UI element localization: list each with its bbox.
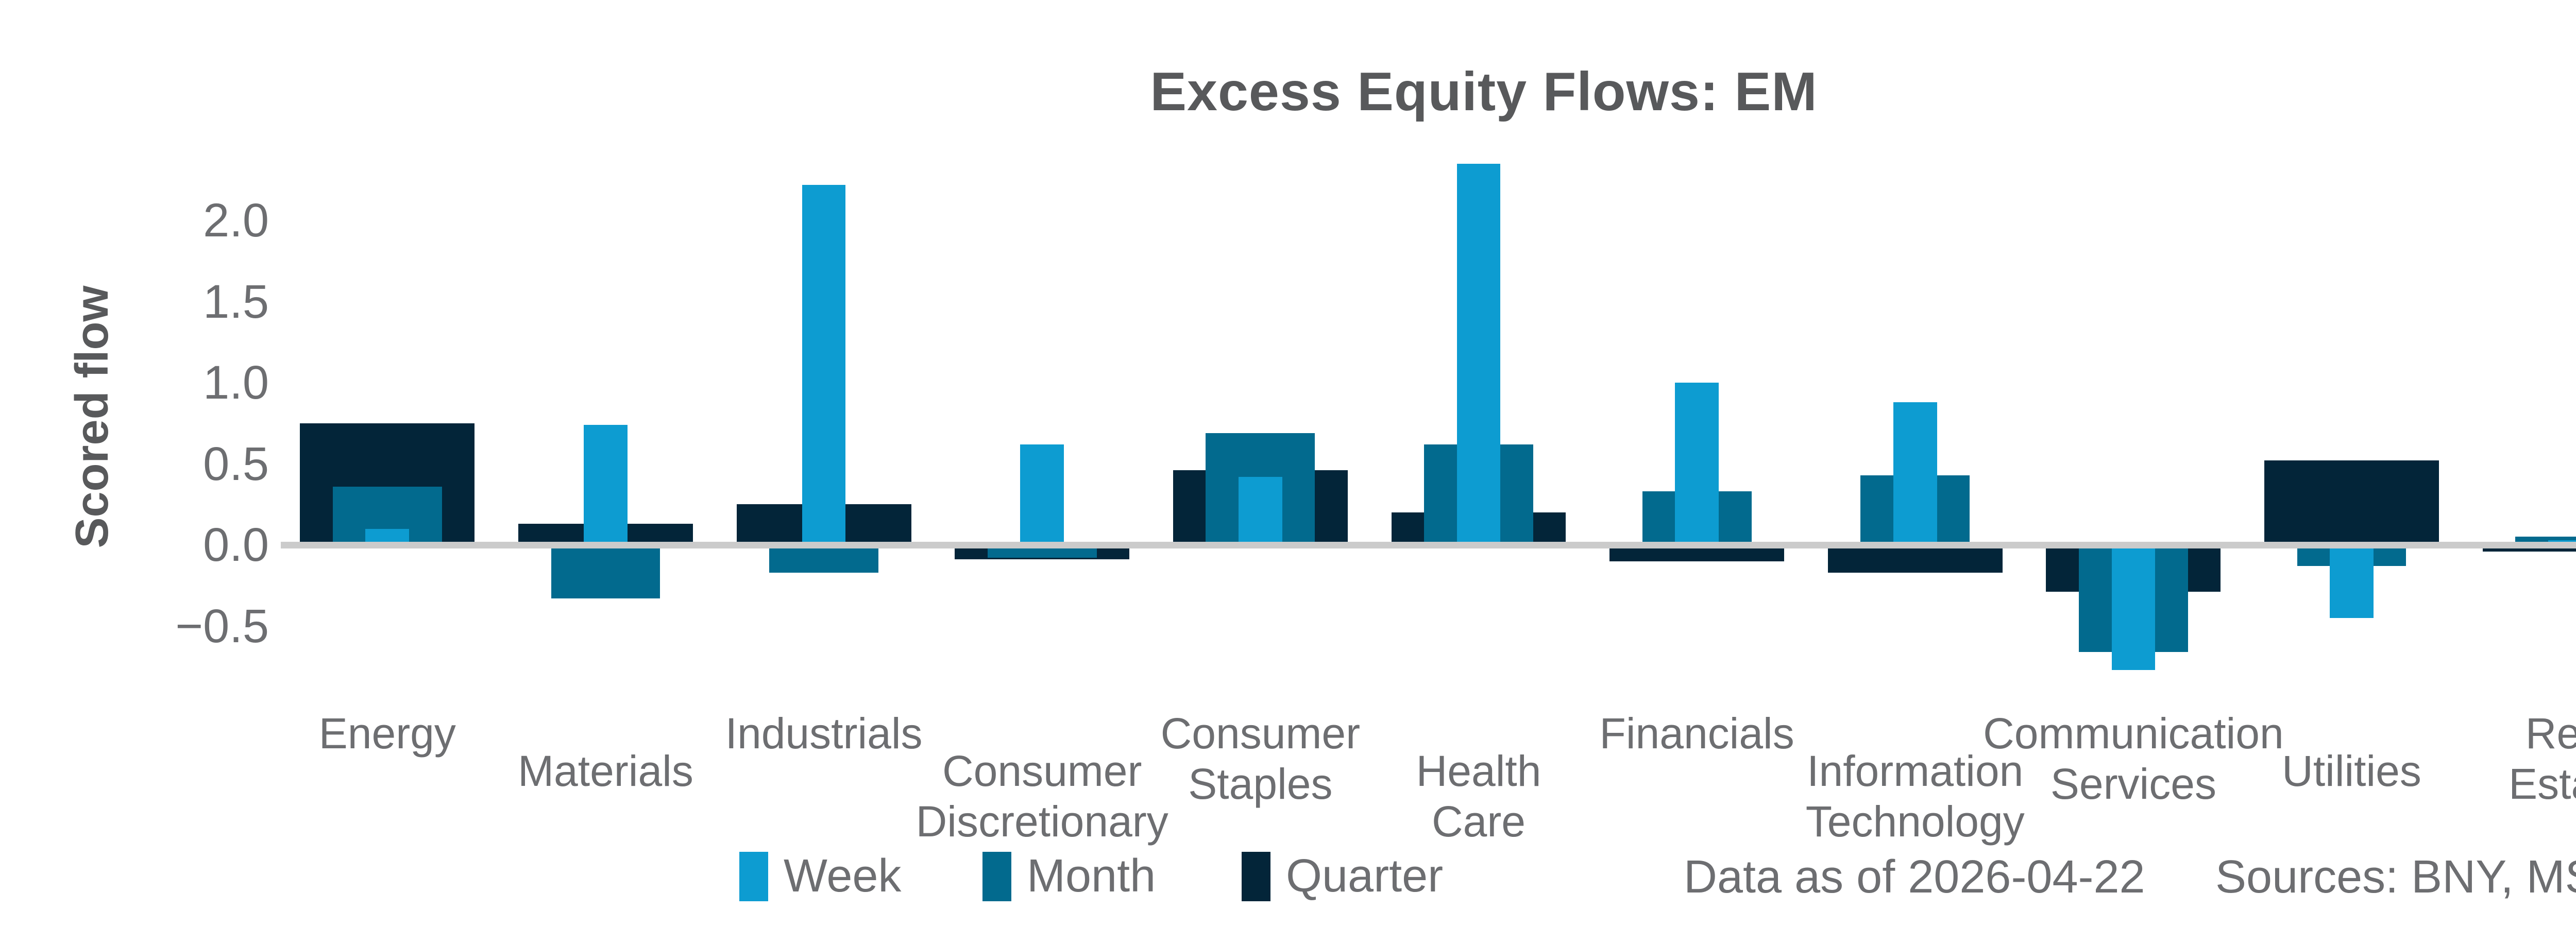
- zero-line: [281, 542, 2576, 548]
- chart-title: Excess Equity Flows: EM: [1150, 61, 1818, 122]
- legend-item-month: Month: [982, 850, 1156, 903]
- bar-month-industrials: [769, 545, 878, 573]
- bar-quarter-information-technology: [1827, 545, 2003, 573]
- bar-week-communication-services: [2111, 545, 2156, 670]
- bar-week-consumer-staples: [1239, 476, 1282, 545]
- legend-label: Quarter: [1286, 850, 1444, 902]
- legend-item-quarter: Quarter: [1242, 850, 1443, 903]
- y-tick-label: 0.5: [203, 437, 269, 490]
- legend-swatch-quarter: [1242, 851, 1270, 901]
- sources-note: Sources: BNY, MSCI: [2215, 851, 2576, 903]
- legend-label: Month: [1027, 850, 1156, 902]
- x-axis-label-consumer-staples: Consumer Staples: [1160, 709, 1361, 808]
- bar-week-health-care: [1456, 163, 1501, 545]
- bar-quarter-utilities: [2264, 460, 2439, 545]
- bar-week-consumer-discretionary: [1020, 444, 1064, 545]
- x-axis-label-utilities: Utilities: [2282, 747, 2421, 795]
- legend-item-week: Week: [739, 850, 901, 903]
- y-tick-label: 2.0: [203, 194, 269, 247]
- bar-week-materials: [584, 424, 628, 545]
- bar-week-utilities: [2330, 545, 2374, 618]
- y-tick-label: 0.0: [203, 519, 269, 571]
- x-axis-label-industrials: Industrials: [725, 709, 923, 758]
- x-axis-label-materials: Materials: [518, 747, 693, 795]
- y-tick-label: 1.0: [203, 356, 269, 409]
- x-axis-label-health-care: Health Care: [1416, 747, 1541, 846]
- x-axis-label-communication-services: Communication Services: [1983, 709, 2284, 808]
- y-tick-label: 1.5: [203, 275, 269, 328]
- legend-label: Week: [784, 850, 902, 902]
- x-axis-label-information-technology: Information Technology: [1805, 747, 2025, 846]
- x-axis-label-consumer-discretionary: Consumer Discretionary: [916, 747, 1168, 846]
- x-axis-label-energy: Energy: [318, 709, 456, 758]
- x-axis-label-real-estate: RealEstate: [2509, 709, 2576, 808]
- legend-swatch-week: [739, 851, 768, 901]
- data-as-of-note: Data as of 2026-04-22: [1684, 851, 2145, 903]
- x-axis-label-financials: Financials: [1599, 709, 1794, 758]
- y-tick-label: −0.5: [175, 599, 269, 653]
- bar-month-materials: [551, 545, 660, 598]
- bar-week-financials: [1675, 383, 1719, 545]
- bar-week-industrials: [802, 184, 846, 545]
- legend-swatch-month: [982, 851, 1011, 901]
- bar-week-information-technology: [1893, 402, 1937, 545]
